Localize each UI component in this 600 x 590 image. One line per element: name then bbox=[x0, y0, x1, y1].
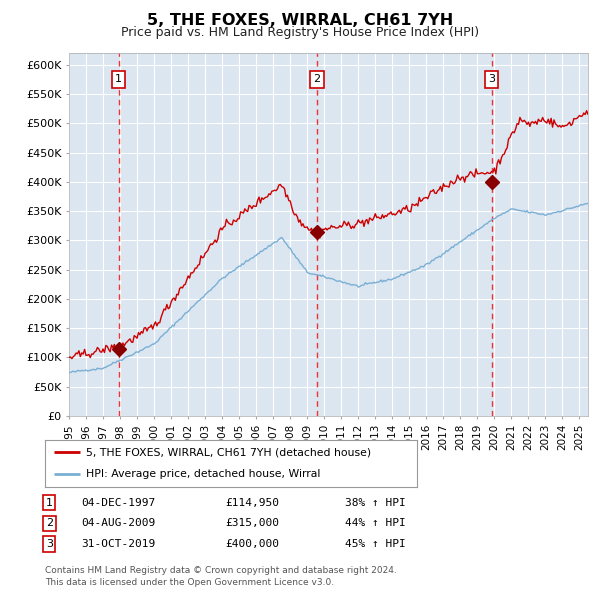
Text: 2: 2 bbox=[314, 74, 320, 84]
Text: 3: 3 bbox=[46, 539, 53, 549]
Text: 5, THE FOXES, WIRRAL, CH61 7YH (detached house): 5, THE FOXES, WIRRAL, CH61 7YH (detached… bbox=[86, 447, 371, 457]
Text: 45% ↑ HPI: 45% ↑ HPI bbox=[345, 539, 406, 549]
Text: £400,000: £400,000 bbox=[225, 539, 279, 549]
Text: 5, THE FOXES, WIRRAL, CH61 7YH: 5, THE FOXES, WIRRAL, CH61 7YH bbox=[147, 13, 453, 28]
Text: Contains HM Land Registry data © Crown copyright and database right 2024.
This d: Contains HM Land Registry data © Crown c… bbox=[45, 566, 397, 587]
Text: £315,000: £315,000 bbox=[225, 519, 279, 528]
Text: 1: 1 bbox=[115, 74, 122, 84]
Text: 31-OCT-2019: 31-OCT-2019 bbox=[81, 539, 155, 549]
Text: Price paid vs. HM Land Registry's House Price Index (HPI): Price paid vs. HM Land Registry's House … bbox=[121, 26, 479, 39]
Text: HPI: Average price, detached house, Wirral: HPI: Average price, detached house, Wirr… bbox=[86, 469, 320, 479]
Text: 44% ↑ HPI: 44% ↑ HPI bbox=[345, 519, 406, 528]
Text: 38% ↑ HPI: 38% ↑ HPI bbox=[345, 498, 406, 507]
Text: 2: 2 bbox=[46, 519, 53, 528]
Text: 04-AUG-2009: 04-AUG-2009 bbox=[81, 519, 155, 528]
Text: 3: 3 bbox=[488, 74, 495, 84]
Text: 04-DEC-1997: 04-DEC-1997 bbox=[81, 498, 155, 507]
Text: £114,950: £114,950 bbox=[225, 498, 279, 507]
Text: 1: 1 bbox=[46, 498, 53, 507]
